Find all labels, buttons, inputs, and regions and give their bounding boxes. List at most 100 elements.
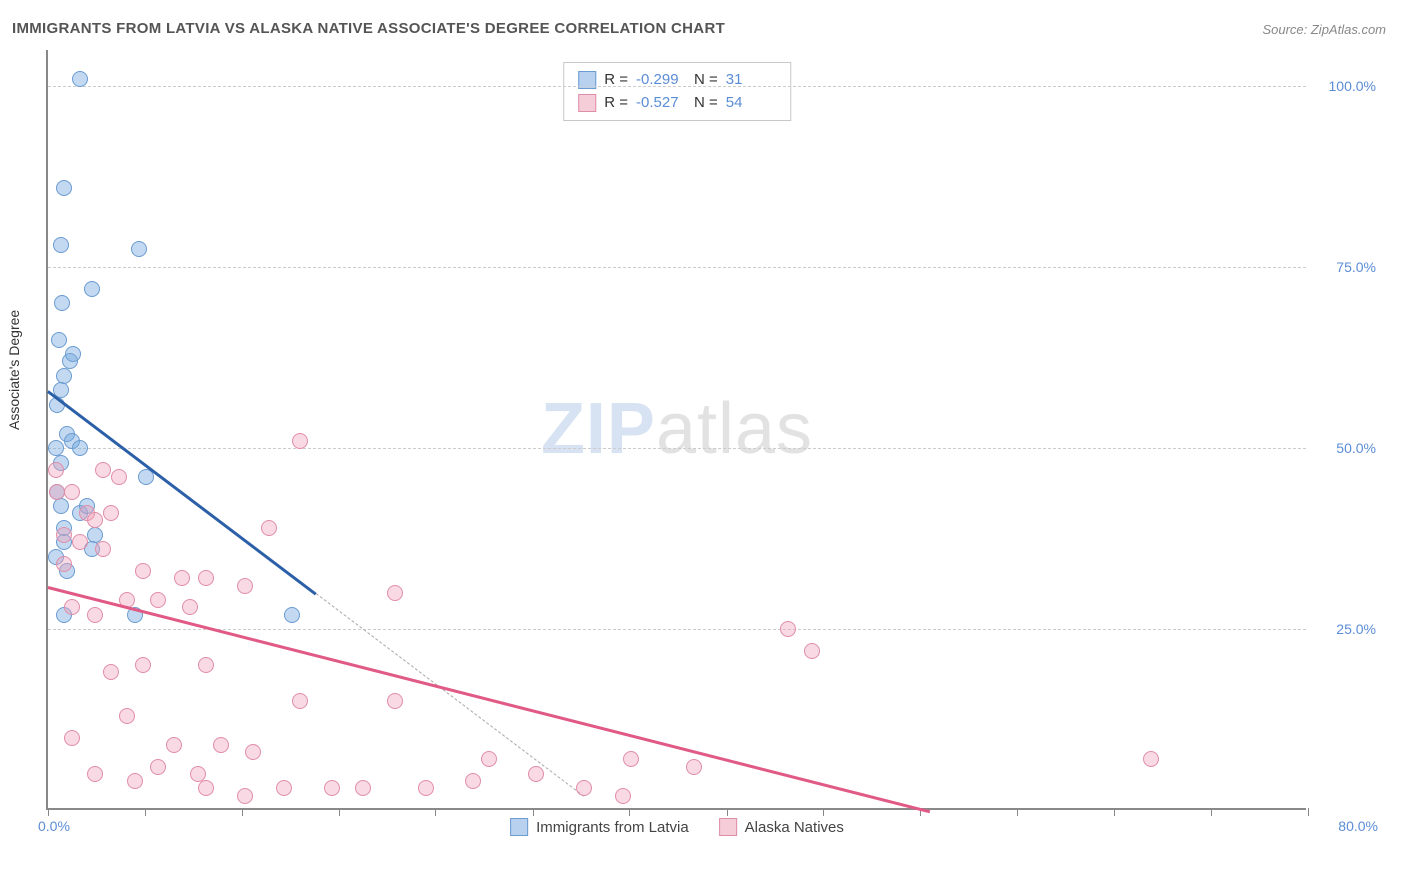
x-tick <box>629 808 630 816</box>
data-point <box>245 744 261 760</box>
data-point <box>84 281 100 297</box>
data-point <box>53 237 69 253</box>
data-point <box>292 433 308 449</box>
r-value: -0.527 <box>636 92 686 115</box>
r-label: R = <box>604 69 628 92</box>
legend-item: Immigrants from Latvia <box>510 818 689 836</box>
x-axis-end-label: 80.0% <box>1338 818 1378 834</box>
data-point <box>686 759 702 775</box>
data-point <box>95 541 111 557</box>
data-point <box>150 759 166 775</box>
data-point <box>87 766 103 782</box>
gridline <box>48 448 1306 449</box>
data-point <box>237 578 253 594</box>
data-point <box>292 693 308 709</box>
source-attribution: Source: ZipAtlas.com <box>1262 22 1386 37</box>
data-point <box>135 563 151 579</box>
data-point <box>48 462 64 478</box>
x-tick <box>242 808 243 816</box>
data-point <box>166 737 182 753</box>
data-point <box>111 469 127 485</box>
data-point <box>576 780 592 796</box>
x-tick <box>339 808 340 816</box>
x-tick <box>533 808 534 816</box>
stats-legend-row: R = -0.299 N = 31 <box>578 69 776 92</box>
data-point <box>528 766 544 782</box>
stats-legend-row: R = -0.527 N = 54 <box>578 92 776 115</box>
data-point <box>56 368 72 384</box>
swatch-icon <box>578 94 596 112</box>
x-tick <box>1211 808 1212 816</box>
chart-container: Associate's Degree ZIPatlas R = -0.299 N… <box>46 50 1386 840</box>
data-point <box>56 556 72 572</box>
r-label: R = <box>604 92 628 115</box>
n-label: N = <box>694 69 718 92</box>
x-tick <box>727 808 728 816</box>
data-point <box>284 607 300 623</box>
data-point <box>198 570 214 586</box>
data-point <box>103 505 119 521</box>
y-tick-label: 50.0% <box>1336 440 1376 456</box>
gridline <box>48 86 1306 87</box>
legend-item: Alaska Natives <box>719 818 844 836</box>
data-point <box>355 780 371 796</box>
swatch-icon <box>719 818 737 836</box>
data-point <box>387 585 403 601</box>
data-point <box>213 737 229 753</box>
swatch-icon <box>510 818 528 836</box>
data-point <box>56 527 72 543</box>
data-point <box>95 462 111 478</box>
legend-label: Alaska Natives <box>745 819 844 836</box>
data-point <box>198 657 214 673</box>
y-axis-label: Associate's Degree <box>6 310 22 430</box>
data-point <box>64 730 80 746</box>
data-point <box>72 534 88 550</box>
data-point <box>119 708 135 724</box>
trend-line <box>47 390 316 595</box>
data-point <box>131 241 147 257</box>
data-point <box>53 498 69 514</box>
data-point <box>64 484 80 500</box>
data-point <box>198 780 214 796</box>
data-point <box>615 788 631 804</box>
x-tick <box>145 808 146 816</box>
data-point <box>418 780 434 796</box>
r-value: -0.299 <box>636 69 686 92</box>
x-axis-start-label: 0.0% <box>38 818 70 834</box>
data-point <box>72 71 88 87</box>
data-point <box>51 332 67 348</box>
watermark: ZIPatlas <box>541 388 813 470</box>
plot-area: ZIPatlas R = -0.299 N = 31 R = -0.527 N … <box>46 50 1306 810</box>
x-tick <box>48 808 49 816</box>
data-point <box>804 643 820 659</box>
data-point <box>54 295 70 311</box>
data-point <box>182 599 198 615</box>
x-tick <box>823 808 824 816</box>
trend-line <box>48 586 931 813</box>
data-point <box>481 751 497 767</box>
bottom-legend: Immigrants from Latvia Alaska Natives <box>510 818 844 836</box>
n-value: 31 <box>726 69 776 92</box>
legend-label: Immigrants from Latvia <box>536 819 689 836</box>
data-point <box>72 440 88 456</box>
data-point <box>56 180 72 196</box>
x-tick <box>435 808 436 816</box>
data-point <box>276 780 292 796</box>
data-point <box>465 773 481 789</box>
data-point <box>261 520 277 536</box>
data-point <box>64 599 80 615</box>
data-point <box>150 592 166 608</box>
gridline <box>48 629 1306 630</box>
chart-title: IMMIGRANTS FROM LATVIA VS ALASKA NATIVE … <box>12 20 725 37</box>
data-point <box>87 512 103 528</box>
stats-legend-box: R = -0.299 N = 31 R = -0.527 N = 54 <box>563 62 791 121</box>
data-point <box>103 664 119 680</box>
y-tick-label: 25.0% <box>1336 621 1376 637</box>
data-point <box>65 346 81 362</box>
data-point <box>237 788 253 804</box>
data-point <box>324 780 340 796</box>
x-tick <box>1308 808 1309 816</box>
x-tick <box>1114 808 1115 816</box>
data-point <box>190 766 206 782</box>
data-point <box>1143 751 1159 767</box>
